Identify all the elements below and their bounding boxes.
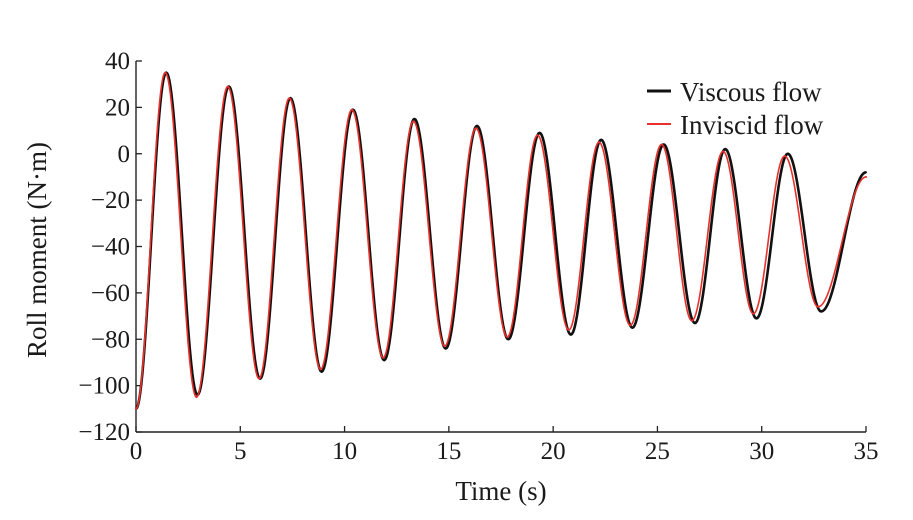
y-tick-label: −80	[91, 326, 130, 353]
y-tick-label: 0	[118, 141, 131, 168]
data-point	[690, 319, 693, 322]
x-tick-label: 35	[854, 438, 879, 465]
data-point	[506, 335, 509, 338]
y-tick-label: 20	[105, 94, 130, 121]
x-tick-label: 25	[645, 438, 670, 465]
series-line-inviscid-flow	[135, 71, 867, 410]
data-point	[786, 152, 789, 155]
x-tick-label: 10	[332, 438, 357, 465]
data-point	[226, 85, 229, 88]
x-tick-label: 15	[436, 438, 461, 465]
data-point	[135, 407, 137, 410]
data-point	[288, 97, 291, 100]
data-point	[476, 124, 479, 127]
data-point	[538, 131, 541, 134]
x-tick-label: 20	[541, 438, 566, 465]
data-point	[383, 359, 386, 362]
data-point	[443, 345, 446, 348]
data-point	[660, 143, 663, 146]
series-layer	[135, 71, 867, 410]
y-tick-label: −20	[91, 187, 130, 214]
data-point	[693, 322, 696, 325]
x-ticks: 0 5 10 15 20 25 30 35	[130, 426, 879, 465]
data-point	[724, 148, 727, 151]
data-point	[413, 117, 416, 120]
data-point	[507, 338, 510, 341]
x-tick-label: 5	[234, 438, 247, 465]
data-point	[722, 150, 725, 153]
x-tick-label: 0	[130, 438, 143, 465]
data-point	[865, 171, 867, 174]
data-point	[382, 356, 385, 359]
legend-label-viscous-flow: Viscous flow	[680, 77, 822, 107]
data-point	[569, 333, 572, 336]
data-point	[629, 324, 632, 327]
legend-label-inviscid-flow: Inviscid flow	[680, 110, 824, 140]
data-point	[752, 312, 755, 315]
data-point	[567, 328, 570, 331]
data-point	[319, 368, 322, 371]
data-point	[536, 134, 539, 137]
data-point	[258, 377, 261, 380]
legend: Viscous flow Inviscid flow	[647, 77, 824, 140]
data-point	[195, 396, 198, 399]
data-point	[820, 310, 823, 313]
data-point	[350, 108, 353, 111]
y-tick-label: −120	[78, 419, 130, 446]
y-ticks: 40 20 0 −20 −40 −60 −80 −100 −120	[78, 48, 142, 446]
data-point	[598, 141, 601, 144]
data-point	[474, 127, 477, 130]
data-point	[865, 175, 867, 178]
y-tick-label: −60	[91, 280, 130, 307]
data-point	[755, 317, 758, 320]
x-tick-label: 30	[749, 438, 774, 465]
y-tick-label: 40	[105, 48, 130, 75]
y-tick-label: −40	[91, 234, 130, 261]
series-line-viscous-flow	[135, 71, 867, 410]
data-point	[412, 120, 415, 123]
y-axis-title: Roll moment (N·m)	[22, 142, 52, 358]
data-point	[164, 71, 167, 74]
x-axis-title: Time (s)	[455, 476, 546, 506]
data-point	[817, 305, 820, 308]
y-tick-label: −100	[78, 373, 130, 400]
data-point	[600, 138, 603, 141]
data-point	[320, 370, 323, 373]
data-point	[444, 347, 447, 350]
data-point	[631, 326, 634, 329]
data-point	[783, 155, 786, 158]
